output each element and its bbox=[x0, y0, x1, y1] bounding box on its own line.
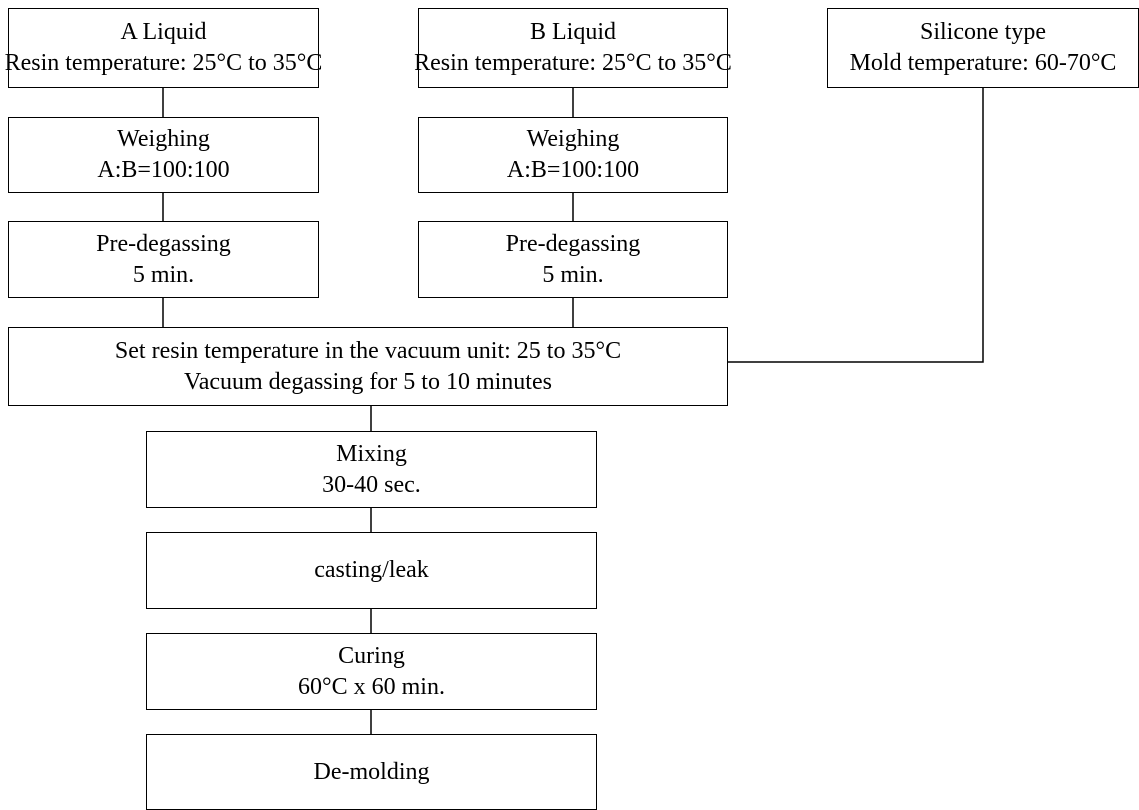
weighing-b-ratio: A:B=100:100 bbox=[506, 157, 640, 183]
casting-title: casting/leak bbox=[314, 557, 429, 583]
a-liquid-title: A Liquid bbox=[120, 19, 207, 45]
predegassing-b-title: Pre-degassing bbox=[505, 230, 641, 257]
demolding-box: De-molding bbox=[146, 734, 597, 810]
predegassing-a-box: Pre-degassing 5 min. bbox=[8, 221, 319, 298]
casting-box: casting/leak bbox=[146, 532, 597, 609]
predegassing-a-title: Pre-degassing bbox=[96, 230, 231, 257]
weighing-a-ratio: A:B=100:100 bbox=[97, 157, 230, 183]
mixing-title: Mixing bbox=[336, 440, 407, 467]
curing-title: Curing bbox=[338, 642, 405, 669]
connector-silicone-to-vacuum bbox=[728, 88, 984, 363]
weighing-a-title: Weighing bbox=[117, 126, 210, 152]
b-liquid-resin-temperature: Resin temperature: 25°C to 35°C bbox=[414, 50, 732, 76]
silicone-type-box: Silicone type Mold temperature: 60-70°C bbox=[827, 8, 1139, 88]
predegassing-b-box: Pre-degassing 5 min. bbox=[418, 221, 728, 298]
vacuum-resin-temperature: Set resin temperature in the vacuum unit… bbox=[114, 337, 622, 364]
mold-temperature: Mold temperature: 60-70°C bbox=[849, 50, 1117, 76]
silicone-type-title: Silicone type bbox=[920, 19, 1046, 45]
weighing-b-box: Weighing A:B=100:100 bbox=[418, 117, 728, 193]
curing-condition: 60°C x 60 min. bbox=[298, 673, 445, 700]
a-liquid-resin-temperature: Resin temperature: 25°C to 35°C bbox=[4, 50, 323, 76]
mixing-box: Mixing 30-40 sec. bbox=[146, 431, 597, 508]
mixing-duration: 30-40 sec. bbox=[322, 471, 421, 498]
weighing-b-title: Weighing bbox=[526, 126, 620, 152]
vacuum-degassing-box: Set resin temperature in the vacuum unit… bbox=[8, 327, 728, 406]
predegassing-a-duration: 5 min. bbox=[132, 261, 195, 288]
weighing-a-box: Weighing A:B=100:100 bbox=[8, 117, 319, 193]
b-liquid-box: B Liquid Resin temperature: 25°C to 35°C bbox=[414, 8, 732, 88]
vacuum-degassing-duration: Vacuum degassing for 5 to 10 minutes bbox=[184, 368, 552, 395]
demolding-title: De-molding bbox=[313, 758, 430, 785]
predegassing-b-duration: 5 min. bbox=[542, 261, 604, 288]
b-liquid-title: B Liquid bbox=[529, 19, 616, 45]
a-liquid-box: A Liquid Resin temperature: 25°C to 35°C bbox=[5, 8, 322, 88]
curing-box: Curing 60°C x 60 min. bbox=[146, 633, 597, 710]
